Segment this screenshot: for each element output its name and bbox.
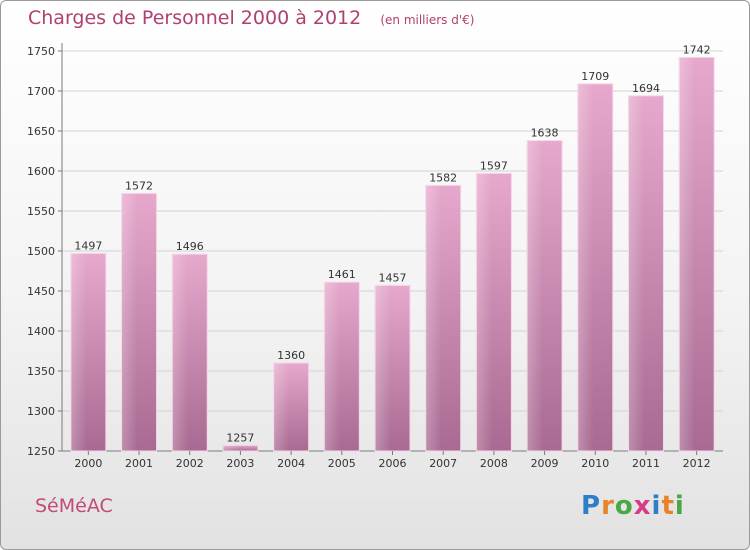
y-tick-label: 1450	[27, 285, 55, 298]
data-label: 1461	[328, 268, 356, 281]
logo-letter: t	[661, 491, 675, 521]
commune-name: SéMéAC	[35, 495, 113, 517]
y-tick-label: 1700	[27, 85, 55, 98]
x-tick-label: 2001	[125, 457, 153, 470]
y-tick-label: 1400	[27, 325, 55, 338]
y-tick-label: 1250	[27, 445, 55, 458]
data-label: 1638	[531, 127, 559, 140]
data-label: 1709	[581, 70, 609, 83]
bar-highlight	[375, 285, 391, 451]
x-tick-label: 2000	[74, 457, 102, 470]
y-tick-label: 1600	[27, 165, 55, 178]
bar-highlight	[273, 363, 290, 451]
chart-subtitle: (en milliers d'€)	[380, 13, 475, 27]
bar-highlight	[172, 254, 188, 451]
bar-highlight	[222, 445, 239, 451]
x-tick-label: 2008	[480, 457, 508, 470]
proxiti-logo: Proxiti	[581, 491, 685, 521]
x-tick-label: 2002	[176, 457, 204, 470]
x-tick-label: 2003	[226, 457, 254, 470]
bar-highlight	[70, 253, 87, 451]
bar-highlight	[476, 173, 493, 451]
bar-highlight	[679, 57, 695, 452]
x-tick-label: 2011	[632, 457, 660, 470]
y-tick-label: 1750	[27, 45, 55, 58]
x-tick-label: 2007	[429, 457, 457, 470]
title-row: Charges de Personnel 2000 à 2012 (en mil…	[28, 7, 474, 29]
logo-letter: o	[614, 491, 634, 521]
x-tick-label: 2009	[531, 457, 559, 470]
logo-letter: i	[651, 491, 662, 521]
logo-letter: r	[601, 491, 615, 521]
data-label: 1257	[226, 431, 254, 444]
data-label: 1457	[379, 271, 407, 284]
x-tick-label: 2006	[379, 457, 407, 470]
logo-letter: P	[581, 491, 602, 521]
bar-highlight	[527, 140, 543, 451]
data-label: 1597	[480, 159, 508, 172]
y-tick-label: 1500	[27, 245, 55, 258]
data-label: 1742	[683, 43, 711, 56]
y-tick-label: 1300	[27, 405, 55, 418]
data-label: 1496	[176, 240, 204, 253]
y-tick-label: 1650	[27, 125, 55, 138]
bar-highlight	[577, 83, 594, 452]
data-label: 1582	[429, 171, 457, 184]
bar-highlight	[121, 193, 138, 451]
y-tick-label: 1350	[27, 365, 55, 378]
data-label: 1572	[125, 179, 153, 192]
x-tick-label: 2010	[581, 457, 609, 470]
x-tick-label: 2004	[277, 457, 305, 470]
logo-letter: i	[674, 491, 685, 521]
y-tick-label: 1550	[27, 205, 55, 218]
bar-highlight	[425, 185, 442, 451]
bar-chart: 1250 1300 1350 1400 1450 1500 1550 1600 1650 1700…	[27, 43, 723, 470]
bar-highlight	[628, 95, 645, 452]
data-label: 1497	[74, 239, 102, 252]
data-label: 1360	[277, 349, 305, 362]
bar-highlight	[324, 282, 341, 451]
x-tick-label: 2005	[328, 457, 356, 470]
data-label: 1694	[632, 82, 660, 95]
x-tick-label: 2012	[683, 457, 711, 470]
logo-letter: x	[633, 491, 652, 521]
chart-title: Charges de Personnel 2000 à 2012	[28, 7, 362, 29]
